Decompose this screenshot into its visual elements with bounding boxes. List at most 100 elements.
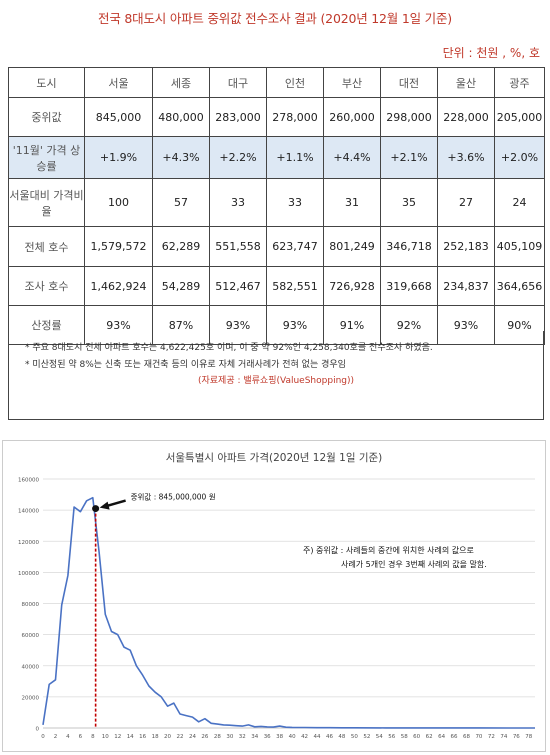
y-tick-label: 100000 — [18, 571, 39, 577]
x-tick-label: 10 — [102, 734, 109, 740]
x-tick-label: 26 — [201, 734, 208, 740]
x-tick-label: 14 — [127, 734, 134, 740]
table-cell: 24 — [494, 178, 545, 227]
x-tick-label: 60 — [413, 734, 420, 740]
y-tick-label: 0 — [36, 727, 40, 733]
x-tick-label: 32 — [239, 734, 246, 740]
source-credit: (자료제공 : 밸류쇼핑(ValueShopping)) — [197, 376, 355, 386]
x-tick-label: 2 — [54, 734, 58, 740]
header-city-name: 울산 — [437, 67, 495, 98]
header-city-name: 광주 — [494, 67, 545, 98]
table-cell: 205,000 — [494, 97, 545, 137]
x-tick-label: 78 — [525, 734, 532, 740]
table-cell: 100 — [84, 178, 153, 227]
y-tick-label: 140000 — [18, 509, 39, 515]
header-city-name: 대전 — [380, 67, 438, 98]
median-annotation-label: 중위값 : 845,000,000 원 — [131, 493, 216, 502]
header-city: 도시 — [8, 67, 85, 98]
table-cell: 283,000 — [209, 97, 267, 137]
table-row: '11월' 가격 상승률 +1.9% +4.3% +2.2% +1.1% +4.4% +2.… — [8, 136, 545, 179]
chart-note-line-2: 사례가 5개인 경우 3번째 사례의 값을 말함. — [341, 559, 487, 569]
median-price-table: 도시 서울 세종 대구 인천 부산 대전 울산 광주 중위값 845,000 480,000 283,0… — [8, 67, 545, 345]
y-tick-label: 160000 — [18, 478, 39, 484]
table-cell: 1,462,924 — [84, 266, 153, 306]
table-cell: 33 — [266, 178, 324, 227]
table-cell: 298,000 — [380, 97, 438, 137]
table-cell: 1,579,572 — [84, 226, 153, 267]
table-row: 서울대비 가격비율 100 57 33 33 31 35 27 24 — [8, 178, 545, 227]
table-cell: +4.3% — [152, 136, 210, 179]
median-arrow-head — [99, 501, 110, 510]
x-tick-label: 6 — [79, 734, 83, 740]
table-row: 조사 호수 1,462,924 54,289 512,467 582,551 726,92… — [8, 266, 545, 306]
header-city-name: 인천 — [266, 67, 324, 98]
chart-note-line-1: 주) 중위값 : 사례들의 중간에 위치한 사례의 값으로 — [303, 545, 474, 555]
table-cell: 35 — [380, 178, 438, 227]
table-cell: 582,551 — [266, 266, 324, 306]
row-label: 산정률 — [8, 305, 85, 345]
y-tick-label: 40000 — [22, 664, 40, 670]
x-tick-label: 42 — [301, 734, 308, 740]
table-row: 중위값 845,000 480,000 283,000 278,000 260,000 29… — [8, 97, 545, 137]
y-tick-label: 60000 — [22, 633, 40, 639]
note-line-2: * 미산정된 약 8%는 신축 또는 재건축 등의 이유로 자체 거래사례가 전… — [25, 360, 346, 370]
x-tick-label: 22 — [177, 734, 184, 740]
x-tick-label: 12 — [114, 734, 121, 740]
x-tick-label: 64 — [438, 734, 445, 740]
row-label: 서울대비 가격비율 — [8, 178, 85, 227]
table-header-row: 도시 서울 세종 대구 인천 부산 대전 울산 광주 — [8, 67, 545, 98]
table-cell: 27 — [437, 178, 495, 227]
header-city-name: 세종 — [152, 67, 210, 98]
median-marker — [92, 505, 100, 513]
page-title: 전국 8대도시 아파트 중위값 전수조사 결과 (2020년 12월 1일 기준… — [98, 11, 452, 26]
table-cell: 480,000 — [152, 97, 210, 137]
header-city-name: 대구 — [209, 67, 267, 98]
table-cell: 260,000 — [323, 97, 381, 137]
x-tick-label: 44 — [314, 734, 321, 740]
table-cell: 228,000 — [437, 97, 495, 137]
table-cell: 278,000 — [266, 97, 324, 137]
x-tick-label: 24 — [189, 734, 196, 740]
x-tick-label: 46 — [326, 734, 333, 740]
x-tick-label: 48 — [338, 734, 345, 740]
table-cell: 623,747 — [266, 226, 324, 267]
table-cell: +4.4% — [323, 136, 381, 179]
x-tick-label: 18 — [152, 734, 159, 740]
x-tick-label: 76 — [513, 734, 520, 740]
x-tick-label: 68 — [463, 734, 470, 740]
table-cell: 54,289 — [152, 266, 210, 306]
x-tick-label: 72 — [488, 734, 495, 740]
table-row: 전체 호수 1,579,572 62,289 551,558 623,747 801,24… — [8, 226, 545, 267]
table-cell: 90% — [494, 305, 545, 345]
table-cell: 92% — [380, 305, 438, 345]
x-tick-label: 52 — [363, 734, 370, 740]
x-tick-label: 30 — [226, 734, 233, 740]
table-cell: 346,718 — [380, 226, 438, 267]
table-cell: 512,467 — [209, 266, 267, 306]
seoul-price-line-chart: 서울특별시 아파트 가격(2020년 12월 1일 기준) 0 20000 40000… — [18, 451, 535, 740]
x-tick-label: 34 — [251, 734, 258, 740]
table-cell: 801,249 — [323, 226, 381, 267]
table-cell: +2.2% — [209, 136, 267, 179]
x-tick-label: 54 — [376, 734, 383, 740]
table-cell: 33 — [209, 178, 267, 227]
y-tick-label: 120000 — [18, 540, 39, 546]
table-cell: +1.9% — [84, 136, 153, 179]
x-tick-label: 74 — [500, 734, 507, 740]
table-cell: 551,558 — [209, 226, 267, 267]
row-label: 중위값 — [8, 97, 85, 137]
table-cell: 93% — [84, 305, 153, 345]
x-tick-label: 8 — [91, 734, 95, 740]
table-cell: 93% — [209, 305, 267, 345]
row-label: 조사 호수 — [8, 266, 85, 306]
x-tick-label: 0 — [41, 734, 45, 740]
chart-title: 서울특별시 아파트 가격(2020년 12월 1일 기준) — [166, 451, 383, 464]
series-line — [42, 496, 535, 729]
table-row: 산정률 93% 87% 93% 93% 91% 92% 93% 90% — [8, 305, 545, 345]
y-tick-label: 20000 — [22, 695, 40, 701]
table-cell: +3.6% — [437, 136, 495, 179]
x-tick-label: 50 — [351, 734, 358, 740]
unit-label: 단위 : 천원 , %, 호 — [442, 46, 540, 60]
y-tick-label: 80000 — [22, 602, 40, 608]
x-tick-label: 58 — [401, 734, 408, 740]
